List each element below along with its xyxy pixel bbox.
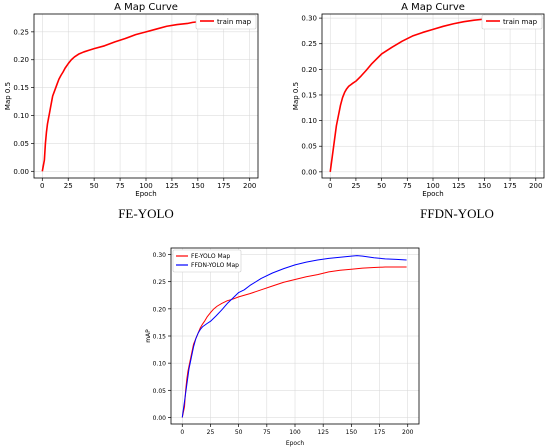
x-tick-label: 100 xyxy=(289,429,301,436)
x-tick-label: 75 xyxy=(263,429,271,436)
y-tick-label: 0.20 xyxy=(13,56,29,64)
y-tick-label: 0.15 xyxy=(13,84,29,92)
y-tick-label: 0.10 xyxy=(301,117,317,125)
x-axis-label: Epoch xyxy=(286,440,305,447)
series-line-train-map xyxy=(329,17,495,172)
y-tick-label: 0.25 xyxy=(301,40,317,48)
x-tick-label: 200 xyxy=(529,182,542,190)
y-tick-label: 0.20 xyxy=(153,306,167,313)
y-tick-label: 0.05 xyxy=(301,143,317,151)
series-line-ffdn-yolo-map xyxy=(181,255,407,418)
x-tick-label: 125 xyxy=(317,429,329,436)
x-tick-label: 0 xyxy=(180,429,184,436)
y-axis-label: Map 0.5 xyxy=(292,82,300,110)
y-tick-label: 0.05 xyxy=(13,140,29,148)
y-tick-label: 0.05 xyxy=(153,388,167,395)
legend: train map xyxy=(195,14,257,30)
y-tick-label: 0.00 xyxy=(153,415,167,422)
x-tick-label: 200 xyxy=(402,429,414,436)
legend-label-fe-yolo: FE-YOLO Map xyxy=(191,253,230,260)
caption: FE-YOLO xyxy=(118,206,174,221)
y-tick-label: 0.15 xyxy=(153,334,167,341)
x-tick-label: 0 xyxy=(328,182,332,190)
legend-label-train-map: train map xyxy=(503,18,538,26)
x-tick-label: 50 xyxy=(235,429,243,436)
y-tick-label: 0.25 xyxy=(13,28,29,36)
chart-fe-yolo: A Map Curve 0 25 50 75 100 125 150 175 200 0.00 0.… xyxy=(4,2,259,221)
y-tick-label: 0.00 xyxy=(13,168,29,176)
x-tick-label: 100 xyxy=(426,182,439,190)
chart-title: A Map Curve xyxy=(114,2,178,13)
y-axis-label: Map 0.5 xyxy=(4,82,12,110)
y-tick-label: 0.25 xyxy=(153,279,167,286)
y-tick-label: 0.00 xyxy=(301,168,317,176)
x-axis-label: Epoch xyxy=(135,190,156,198)
x-tick-label: 175 xyxy=(503,182,516,190)
x-tick-label: 25 xyxy=(207,429,215,436)
x-tick-label: 25 xyxy=(351,182,360,190)
series-line-fe-yolo-map xyxy=(181,266,407,418)
legend: train map xyxy=(481,14,543,30)
x-tick-label: 175 xyxy=(217,182,230,190)
x-tick-label: 200 xyxy=(243,182,256,190)
x-tick-label: 125 xyxy=(452,182,465,190)
legend: FE-YOLO Map FFDN-YOLO Map xyxy=(172,249,242,273)
chart-title: A Map Curve xyxy=(401,2,465,13)
x-tick-label: 150 xyxy=(478,182,491,190)
x-tick-label: 75 xyxy=(403,182,412,190)
legend-box xyxy=(195,14,257,30)
x-tick-label: 50 xyxy=(90,182,99,190)
y-tick-label: 0.15 xyxy=(301,91,317,99)
chart-comparison: 0 25 50 75 100 125 150 175 200 0.00 0.05 0.10 0.15 0.… xyxy=(145,247,420,447)
legend-box xyxy=(481,14,543,30)
x-tick-label: 125 xyxy=(165,182,178,190)
y-tick-label: 0.20 xyxy=(301,66,317,74)
x-tick-label: 25 xyxy=(64,182,73,190)
caption: FFDN-YOLO xyxy=(420,206,494,221)
x-tick-label: 75 xyxy=(116,182,125,190)
x-tick-label: 150 xyxy=(191,182,204,190)
x-tick-label: 50 xyxy=(377,182,386,190)
series-line-train-map xyxy=(41,21,209,172)
y-tick-label: 0.30 xyxy=(153,252,167,259)
x-tick-label: 0 xyxy=(40,182,44,190)
y-tick-label: 0.30 xyxy=(301,15,317,23)
y-tick-label: 0.10 xyxy=(153,361,167,368)
legend-box xyxy=(172,249,242,273)
x-tick-label: 150 xyxy=(346,429,358,436)
legend-label-ffdn-yolo: FFDN-YOLO Map xyxy=(191,262,239,269)
x-axis-label: Epoch xyxy=(422,190,443,198)
y-axis-label: mAP xyxy=(145,329,152,343)
x-tick-label: 100 xyxy=(139,182,152,190)
chart-ffdn-yolo: A Map Curve 0 25 50 75 100 125 150 175 200 0.00 0.… xyxy=(292,2,545,221)
legend-label-train-map: train map xyxy=(217,18,252,26)
y-tick-label: 0.10 xyxy=(13,112,29,120)
x-tick-label: 175 xyxy=(374,429,386,436)
